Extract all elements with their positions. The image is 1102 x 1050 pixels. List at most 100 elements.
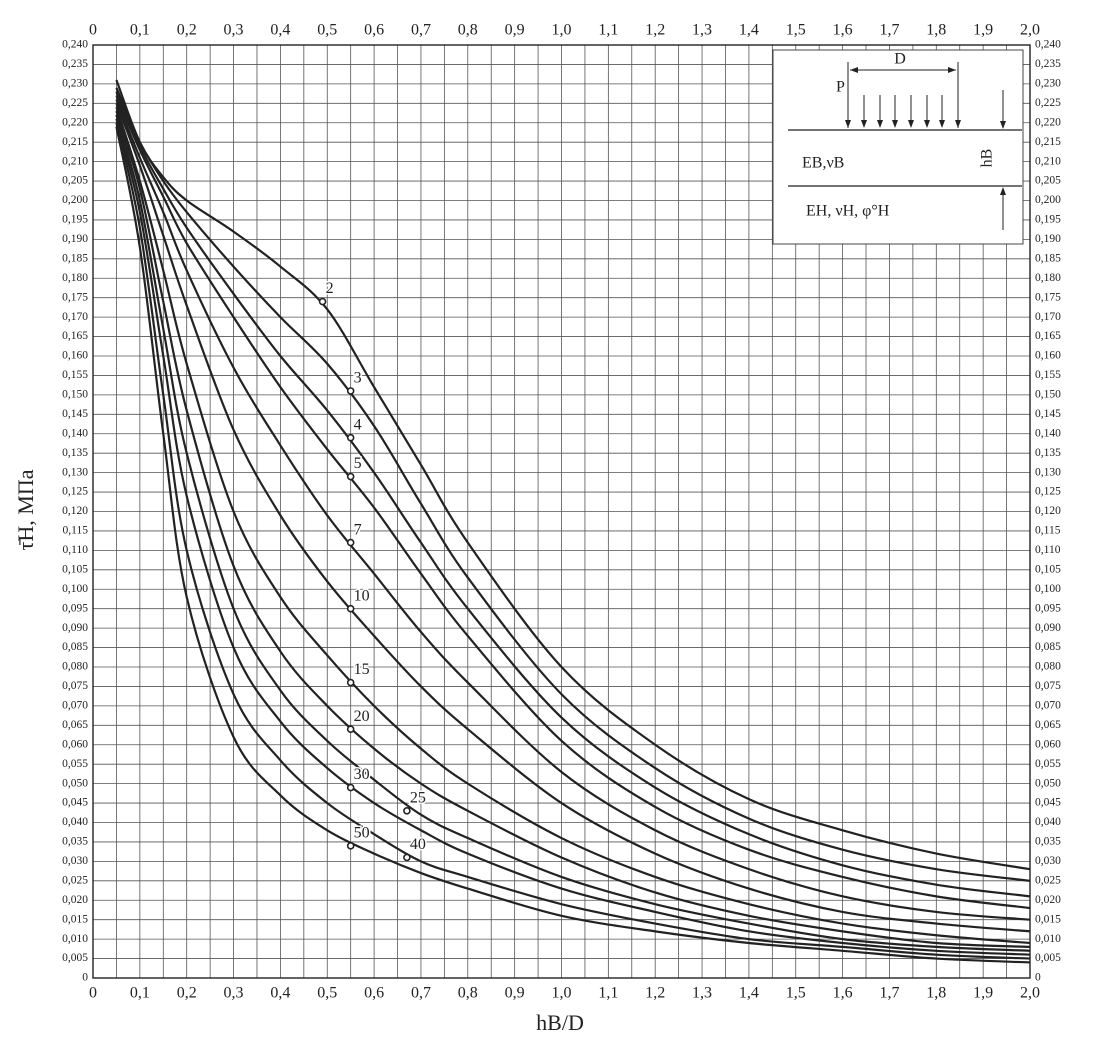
y-tick-label: 0,070	[62, 700, 88, 712]
x-tick-label-top: 0,9	[505, 22, 525, 39]
curve	[115, 79, 1031, 871]
y-tick-label-right: 0,160	[1035, 350, 1061, 362]
y-tick-label: 0,020	[62, 894, 88, 906]
y-tick-label: 0,165	[62, 330, 88, 342]
x-tick-label: 0	[89, 985, 97, 1002]
x-tick-label: 0,8	[458, 985, 478, 1002]
curve	[115, 106, 1031, 945]
x-tick-label-top: 1,1	[598, 22, 618, 39]
y-tick-label: 0,225	[62, 97, 88, 109]
y-tick-label: 0,100	[62, 583, 88, 595]
y-tick-label: 0,005	[62, 952, 88, 964]
curve-label: 4	[354, 416, 362, 433]
y-tick-label-right: 0,215	[1035, 136, 1061, 148]
inset-box	[772, 49, 1024, 245]
curve-label: 20	[354, 708, 370, 725]
y-tick-label-right: 0,225	[1035, 97, 1061, 109]
x-tick-label: 1,0	[552, 985, 572, 1002]
y-tick-label-right: 0,240	[1035, 39, 1061, 51]
y-tick-label-right: 0,075	[1035, 680, 1061, 692]
x-tick-label-top: 1,3	[692, 22, 712, 39]
y-tick-label-right: 0,025	[1035, 874, 1061, 886]
lower-layer-label: EН, νН, φ°Н	[806, 203, 890, 220]
y-tick-label: 0,235	[62, 58, 88, 70]
y-tick-label: 0,120	[62, 505, 88, 517]
x-tick-label-top: 0	[89, 22, 97, 39]
y-tick-label-right: 0,170	[1035, 311, 1061, 323]
y-tick-label-right: 0	[1035, 972, 1041, 984]
x-tick-label: 1,2	[645, 985, 665, 1002]
y-tick-label-right: 0,175	[1035, 291, 1061, 303]
y-tick-label: 0,220	[62, 116, 88, 128]
y-tick-label-right: 0,030	[1035, 855, 1061, 867]
y-tick-label: 0,150	[62, 389, 88, 401]
x-tick-label-top: 1,9	[973, 22, 993, 39]
y-tick-label-right: 0,180	[1035, 272, 1061, 284]
x-tick-label: 0,1	[130, 985, 150, 1002]
y-tick-label: 0,060	[62, 738, 88, 750]
y-tick-label-right: 0,065	[1035, 719, 1061, 731]
x-tick-label-top: 0,7	[411, 22, 431, 39]
x-tick-label-top: 0,5	[317, 22, 337, 39]
y-tick-label-right: 0,015	[1035, 913, 1061, 925]
y-tick-label-right: 0,105	[1035, 563, 1061, 575]
curve	[115, 126, 1031, 964]
x-tick-label-top: 0,8	[458, 22, 478, 39]
y-tick-label: 0,105	[62, 563, 88, 575]
curve	[115, 102, 1031, 933]
y-tick-label: 0,085	[62, 641, 88, 653]
y-tick-label-right: 0,150	[1035, 389, 1061, 401]
y-tick-label: 0,200	[62, 194, 88, 206]
curve-marker	[346, 725, 355, 734]
y-tick-label-right: 0,115	[1035, 525, 1061, 537]
y-tick-label: 0,135	[62, 447, 88, 459]
curve-label: 10	[354, 587, 370, 604]
curve	[115, 118, 1031, 956]
curve-label: 2	[326, 280, 334, 297]
y-tick-label-right: 0,165	[1035, 330, 1061, 342]
curve-marker	[346, 538, 355, 547]
y-tick-label: 0,215	[62, 136, 88, 148]
curve-marker	[346, 604, 355, 613]
curve-marker	[346, 433, 355, 442]
curve-label: 30	[354, 766, 370, 783]
y-tick-label-right: 0,110	[1035, 544, 1061, 556]
y-tick-label-right: 0,185	[1035, 252, 1061, 264]
y-tick-label-right: 0,055	[1035, 758, 1061, 770]
x-tick-label: 1,5	[786, 985, 806, 1002]
x-tick-label-top: 0,4	[270, 22, 290, 39]
y-tick-label-right: 0,070	[1035, 700, 1061, 712]
y-tick-label-right: 0,090	[1035, 622, 1061, 634]
y-tick-label: 0,065	[62, 719, 88, 731]
curve-label: 40	[410, 836, 426, 853]
y-tick-label: 0,210	[62, 155, 88, 167]
x-tick-label-top: 1,2	[645, 22, 665, 39]
y-tick-label-right: 0,040	[1035, 816, 1061, 828]
x-tick-label-top: 1,0	[552, 22, 572, 39]
y-tick-label-right: 0,085	[1035, 641, 1061, 653]
inset-diagram: P D EВ,νВ EН, νН, φ°Н hВ	[772, 49, 1024, 245]
y-tick-label: 0,170	[62, 311, 88, 323]
x-tick-label-top: 0,1	[130, 22, 150, 39]
x-tick-label-top: 1,7	[879, 22, 899, 39]
y-tick-label-right: 0,005	[1035, 952, 1061, 964]
x-tick-label: 0,6	[364, 985, 384, 1002]
curve-label: 15	[354, 661, 370, 678]
width-label: D	[894, 51, 906, 68]
y-tick-label-right: 0,220	[1035, 116, 1061, 128]
load-label: P	[836, 79, 845, 96]
y-tick-label: 0,140	[62, 427, 88, 439]
y-tick-label: 0,115	[63, 525, 89, 537]
y-axis-title: τ̄Н, МПа	[13, 469, 38, 550]
y-tick-label: 0,050	[62, 777, 88, 789]
x-tick-label: 1,7	[879, 985, 899, 1002]
y-tick-label: 0,145	[62, 408, 88, 420]
y-tick-label: 0,230	[62, 78, 88, 90]
y-tick-label: 0,090	[62, 622, 88, 634]
y-tick-label: 0,110	[63, 544, 89, 556]
y-tick-label: 0,195	[62, 214, 88, 226]
x-tick-label: 1,1	[598, 985, 618, 1002]
curve-marker	[403, 807, 411, 815]
y-tick-label-right: 0,205	[1035, 175, 1061, 187]
plot-frame	[92, 44, 1031, 979]
